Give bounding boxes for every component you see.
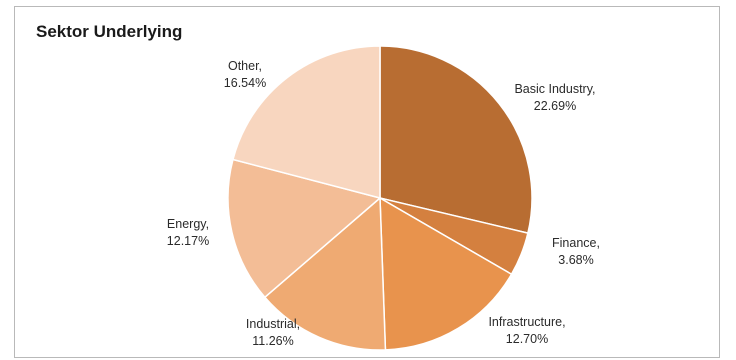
slice-label-basic-industry: Basic Industry, 22.69% — [514, 82, 595, 113]
slice-label-energy: Energy, 12.17% — [167, 217, 209, 248]
slice-label-industrial: Industrial, 11.26% — [246, 317, 300, 348]
chart-title: Sektor Underlying — [36, 22, 183, 41]
pie-slice-infrastructure — [379, 196, 513, 351]
slice-label-infrastructure: Infrastructure, 12.70% — [488, 315, 565, 346]
pie-slice-industrial — [263, 196, 387, 351]
pie-slice-basic-industry — [379, 45, 533, 234]
pie-slice-energy — [227, 158, 382, 299]
slice-label-finance: Finance, 3.68% — [552, 236, 600, 267]
slice-label-other: Other, 16.54% — [224, 59, 266, 90]
pie-slice-other — [232, 45, 381, 199]
